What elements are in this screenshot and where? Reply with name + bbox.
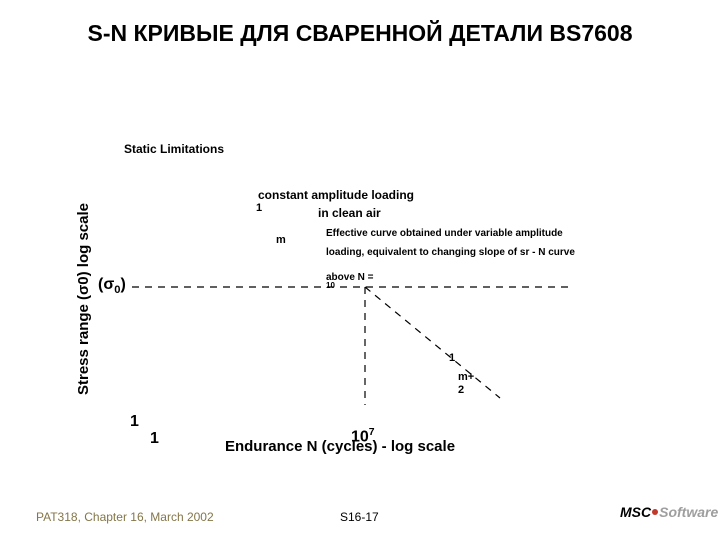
x-tick-break: 107 <box>351 427 375 446</box>
annotation-effective-line2: loading, equivalent to changing slope of… <box>326 247 575 258</box>
sn-curve-chart <box>0 0 720 540</box>
annotation-clean-air: in clean air <box>318 206 381 220</box>
annotation-static: Static Limitations <box>124 142 224 156</box>
x-axis-label: Endurance N (cycles) - log scale <box>200 438 480 455</box>
annotation-one-slope: 1 <box>256 202 262 214</box>
diagonal-dashed-line <box>365 287 500 398</box>
y-axis-label: Stress range (σ0) log scale <box>75 203 92 395</box>
annotation-two: 2 <box>458 384 464 396</box>
annotation-m-slope: m <box>276 234 286 246</box>
annotation-effective-line1: Effective curve obtained under variable … <box>326 228 563 239</box>
x-tick-1-top: 1 <box>130 413 139 431</box>
x-tick-1-bottom: 1 <box>150 430 159 448</box>
slide-title: S-N КРИВЫЕ ДЛЯ СВАРЕННОЙ ДЕТАЛИ BS7608 <box>0 20 720 47</box>
annotation-effective-line3b: 10 <box>326 281 335 290</box>
annotation-one-slope-2: 1 <box>449 352 455 364</box>
annotation-sigma0: (σ0) <box>98 276 126 296</box>
slide-container: S-N КРИВЫЕ ДЛЯ СВАРЕННОЙ ДЕТАЛИ BS7608 S… <box>0 0 720 540</box>
annotation-constant-amplitude: constant amplitude loading <box>258 188 414 202</box>
annotation-m-plus: m+ <box>458 371 474 383</box>
msc-software-logo: MSCSoftware <box>620 504 718 520</box>
footer-left: PAT318, Chapter 16, March 2002 <box>36 510 214 524</box>
logo-dot-icon <box>652 509 658 515</box>
footer-center: S16-17 <box>340 510 379 524</box>
